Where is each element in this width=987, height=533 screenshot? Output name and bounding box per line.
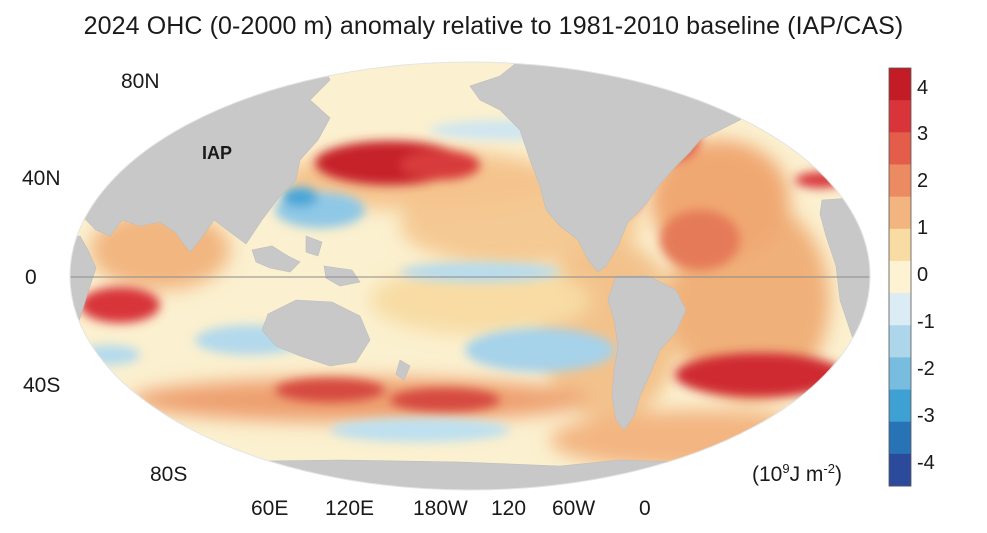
longitude-label-60e: 60E xyxy=(251,497,289,520)
colorbar-segment xyxy=(889,196,911,230)
longitude-label-60w: 60W xyxy=(552,497,596,520)
colorbar-segment xyxy=(889,325,911,358)
latitude-label-80n: 80N xyxy=(121,70,160,93)
latitude-label-40n: 40N xyxy=(22,167,61,190)
map-title: 2024 OHC (0-2000 m) anomaly relative to … xyxy=(83,12,904,40)
colorbar-tick-minus-1: -1 xyxy=(917,311,935,333)
colorbar-segment xyxy=(889,357,911,391)
colorbar-segment xyxy=(889,421,911,455)
colorbar-segment xyxy=(889,100,911,133)
colorbar-segment xyxy=(889,260,911,294)
longitude-label-180w: 180W xyxy=(413,497,468,520)
latitude-label-80s: 80S xyxy=(150,463,188,486)
colorbar-segment xyxy=(889,132,911,165)
colorbar-tick-minus-3: -3 xyxy=(917,405,935,427)
colorbar-tick-0: 0 xyxy=(917,264,929,286)
colorbar-segment xyxy=(889,68,911,101)
colorbar-segment xyxy=(889,293,911,326)
colorbar-units: (109J m-2) xyxy=(752,461,842,486)
colorbar-tick-1: 1 xyxy=(917,217,929,239)
colorbar xyxy=(888,67,912,487)
colorbar-tick-2: 2 xyxy=(917,170,929,192)
latitude-label-equator: 0 xyxy=(25,266,37,289)
latitude-label-40s: 40S xyxy=(23,374,61,397)
globe-outline xyxy=(69,61,871,491)
longitude-label-0: 0 xyxy=(639,497,651,520)
colorbar-segment xyxy=(889,164,911,198)
colorbar-tick-minus-2: -2 xyxy=(917,358,935,380)
longitude-label-120e: 120E xyxy=(325,497,375,520)
colorbar-tick-3: 3 xyxy=(917,123,929,145)
colorbar-segment xyxy=(889,389,911,423)
colorbar-tick-minus-4: -4 xyxy=(917,452,935,474)
colorbar-segment xyxy=(889,453,911,487)
colorbar-segment xyxy=(889,228,911,262)
hot-anomaly-patches xyxy=(80,79,845,412)
colorbar-tick-4: 4 xyxy=(917,77,929,99)
longitude-label-120: 120 xyxy=(491,497,527,520)
dataset-label: IAP xyxy=(202,143,233,163)
